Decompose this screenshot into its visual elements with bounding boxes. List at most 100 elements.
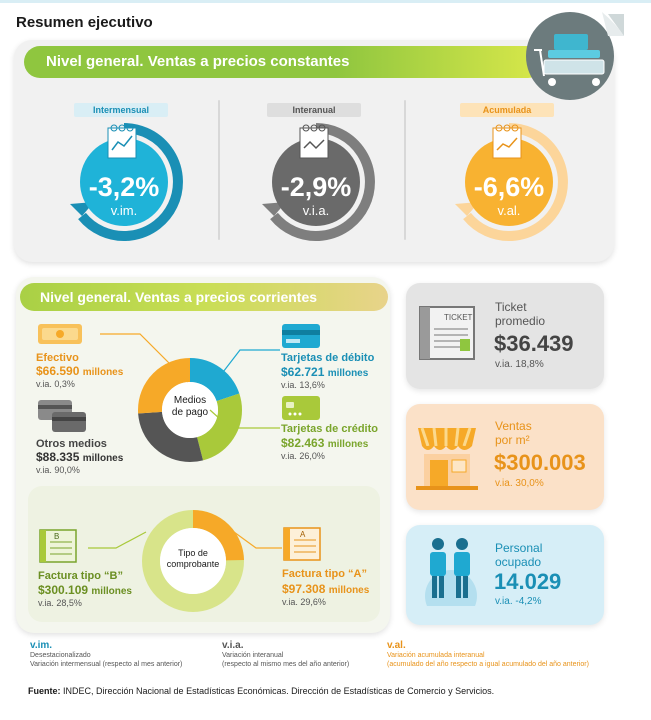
kpi-intermensual-label: Intermensual [74,103,168,117]
kpi-acumulada-unit: v.al. [497,203,521,218]
factura-b-amount: $300.109 millones [38,583,132,597]
cards-icon [38,400,86,432]
invoice-type-donut [142,510,244,612]
divider [218,100,220,240]
kpi-acumulada-ring [455,123,568,241]
credito-amount-value: $82.463 [281,436,325,450]
debit-card-icon [282,324,320,348]
donut-center-line2: de pago [171,407,209,418]
legend-val: v.al. Variación acumulada interanual (ac… [387,640,589,669]
donut-center-line1: Medios [173,395,207,406]
factura-b-amount-value: $300.109 [38,583,89,597]
factura-b-label: Factura tipo “B” [38,570,123,582]
staff-title: Personal ocupado [495,541,542,569]
source-label: Fuente: [28,686,61,696]
current-prices-banner: Nivel general. Ventas a precios corrient… [20,283,388,311]
otros-amount: $88.335 millones [36,450,123,464]
otros-amount-unit: millones [82,453,124,464]
document-icon [299,124,329,159]
factura-b-var: v.ia. 28,5% [38,598,82,608]
leader-lines-2 [88,531,282,549]
debito-amount: $62.721 millones [281,365,368,379]
invoice-a-letter: A [300,530,306,539]
banner-prefix: Nivel general. [40,289,132,305]
donut-slice-otros [138,358,242,462]
otros-label: Otros medios [36,438,107,450]
credit-card-icon [282,396,320,420]
donut-slice-efectivo [138,358,242,462]
payment-methods-donut [138,358,242,462]
kpi-intermensual-value: -3,2% [88,172,160,202]
legend-vim-abbr: v.im. [30,640,53,651]
credito-var: v.ia. 26,0% [281,451,325,461]
source-note: Fuente: INDEC, Dirección Nacional de Est… [28,686,494,696]
debito-amount-value: $62.721 [281,365,325,379]
banner-suffix: Ventas a precios constantes [147,53,350,70]
sales-var: v.ia. 30,0% [495,478,544,489]
ticket-var: v.ia. 18,8% [495,359,544,370]
legend-vim-line1: Desestacionalizado [30,652,91,659]
legend-val-line1: Variación acumulada interanual [387,652,485,659]
factura-a-var: v.ia. 29,6% [282,597,326,607]
ticket-icon: TICKET [419,306,475,360]
kpi-interanual-value: -2,9% [280,172,352,202]
donut2-center-label: Tipo de comprobante [158,548,228,570]
otros-amount-value: $88.335 [36,450,80,464]
factura-a-amount-unit: millones [328,585,370,596]
factura-a-amount: $97.308 millones [282,582,369,596]
banner-prefix: Nivel general. [46,53,144,70]
constant-prices-banner: Nivel general. Ventas a precios constant… [24,46,544,78]
ticket-title-line2: promedio [495,314,546,328]
efectivo-amount: $66.590 millones [36,364,123,378]
staff-title-line1: Personal [495,541,543,555]
factura-a-amount-value: $97.308 [282,582,326,596]
ticket-icon-text: TICKET [444,313,473,322]
legend-via: v.i.a. Variación interanual (respecto al… [222,640,349,669]
sales-title-line2: por m² [495,433,530,447]
debito-label: Tarjetas de débito [281,352,375,364]
top-border [0,0,651,3]
donut-slice-factura-a [142,510,244,612]
legend-via-abbr: v.i.a. [222,640,244,651]
ticket-title-line1: Ticket [495,300,527,314]
sales-value: $300.003 [494,450,586,475]
divider [404,100,406,240]
efectivo-amount-value: $66.590 [36,364,80,378]
factura-b-amount-unit: millones [91,586,132,597]
invoice-b-icon: B [39,529,77,563]
document-icon [492,124,522,159]
kpi-interanual-unit: v.i.a. [302,203,330,218]
staff-value: 14.029 [494,569,562,594]
legend-via-line1: Variación interanual [222,652,284,659]
kpi-interanual-ring [262,123,375,241]
document-icon [107,124,137,159]
legend-val-abbr: v.al. [387,640,406,651]
leader-lines [100,333,280,429]
otros-var: v.ia. 90,0% [36,465,80,475]
legend-vim: v.im. Desestacionalizado Variación inter… [30,640,182,669]
banner-suffix: Ventas a precios corrientes [134,289,318,305]
staff-icon [425,538,477,606]
credito-amount-unit: millones [327,439,369,450]
donut-slice-credito [138,358,242,462]
debito-var: v.ia. 13,6% [281,380,325,390]
page-title: Resumen ejecutivo [16,14,153,31]
cash-icon [38,324,82,344]
staff-var: v.ia. -4,2% [495,596,542,607]
sales-title-line1: Ventas [495,419,532,433]
donut2-center-line2: comprobante [166,559,220,569]
store-icon [416,427,478,490]
ticket-title: Ticket promedio [495,300,545,328]
source-text: INDEC, Dirección Nacional de Estadística… [63,686,495,696]
debito-amount-unit: millones [327,368,369,379]
invoice-b-letter: B [54,532,59,541]
legend-via-line2: (respecto al mismo mes del año anterior) [222,661,350,668]
kpi-acumulada-label: Acumulada [460,103,554,117]
invoice-a-icon: A [283,527,321,561]
credito-amount: $82.463 millones [281,436,368,450]
donut2-center-line1: Tipo de [178,548,208,558]
efectivo-label: Efectivo [36,352,79,364]
shopping-cart-icon [526,12,624,100]
sales-title: Ventas por m² [495,419,532,447]
legend-val-line2: (acumulado del año respecto a igual acum… [387,661,589,668]
